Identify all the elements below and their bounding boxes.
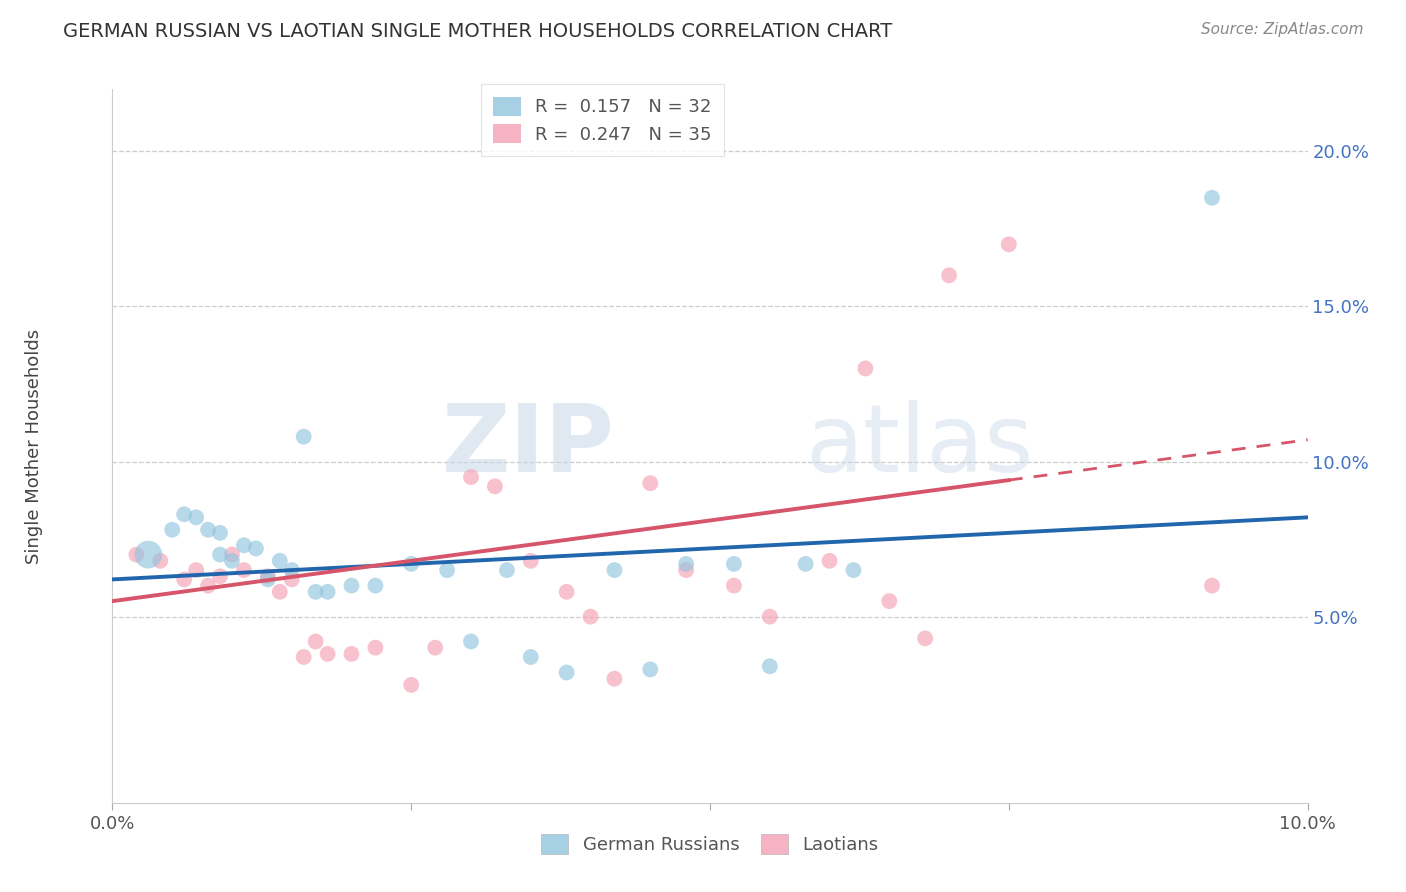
Point — [138, 548, 160, 562]
Point — [149, 554, 172, 568]
Point — [364, 579, 387, 593]
Point — [675, 563, 697, 577]
Point — [555, 665, 578, 680]
Point — [173, 508, 195, 522]
Point — [640, 476, 662, 491]
Text: GERMAN RUSSIAN VS LAOTIAN SINGLE MOTHER HOUSEHOLDS CORRELATION CHART: GERMAN RUSSIAN VS LAOTIAN SINGLE MOTHER … — [63, 22, 893, 41]
Point — [281, 573, 304, 587]
Point — [496, 563, 519, 577]
Point — [340, 647, 363, 661]
Point — [723, 579, 745, 593]
Point — [257, 573, 280, 587]
Point — [1201, 191, 1223, 205]
Point — [436, 563, 458, 577]
Point — [842, 563, 865, 577]
Point — [233, 563, 256, 577]
Point — [292, 650, 315, 665]
Point — [855, 361, 877, 376]
Point — [759, 609, 782, 624]
Point — [245, 541, 267, 556]
Point — [197, 579, 219, 593]
Point — [460, 470, 482, 484]
Point — [340, 579, 363, 593]
Point — [281, 563, 304, 577]
Text: Source: ZipAtlas.com: Source: ZipAtlas.com — [1201, 22, 1364, 37]
Point — [723, 557, 745, 571]
Point — [520, 554, 543, 568]
Point — [759, 659, 782, 673]
Point — [233, 538, 256, 552]
Point — [316, 647, 339, 661]
Point — [401, 678, 423, 692]
Point — [305, 634, 328, 648]
Point — [460, 634, 482, 648]
Text: atlas: atlas — [806, 400, 1033, 492]
Point — [162, 523, 183, 537]
Point — [173, 573, 195, 587]
Point — [221, 548, 243, 562]
Point — [209, 525, 232, 540]
Point — [555, 584, 578, 599]
Point — [425, 640, 447, 655]
Point — [818, 554, 841, 568]
Point — [257, 569, 280, 583]
Point — [640, 662, 662, 676]
Point — [484, 479, 506, 493]
Point — [1201, 579, 1223, 593]
Point — [938, 268, 960, 283]
Point — [209, 569, 232, 583]
Point — [209, 548, 232, 562]
Point — [579, 609, 602, 624]
Point — [401, 557, 423, 571]
Point — [125, 548, 148, 562]
Point — [292, 430, 315, 444]
Point — [186, 563, 208, 577]
Point — [269, 584, 291, 599]
Point — [520, 650, 543, 665]
Text: ZIP: ZIP — [441, 400, 614, 492]
Point — [305, 584, 328, 599]
Point — [794, 557, 817, 571]
Point — [197, 523, 219, 537]
Point — [364, 640, 387, 655]
Point — [879, 594, 901, 608]
Point — [603, 672, 626, 686]
Point — [186, 510, 208, 524]
Point — [221, 554, 243, 568]
Point — [998, 237, 1021, 252]
Point — [269, 554, 291, 568]
Legend: German Russians, Laotians: German Russians, Laotians — [534, 827, 886, 862]
Point — [316, 584, 339, 599]
Point — [675, 557, 697, 571]
Point — [914, 632, 936, 646]
Y-axis label: Single Mother Households: Single Mother Households — [25, 328, 44, 564]
Point — [603, 563, 626, 577]
